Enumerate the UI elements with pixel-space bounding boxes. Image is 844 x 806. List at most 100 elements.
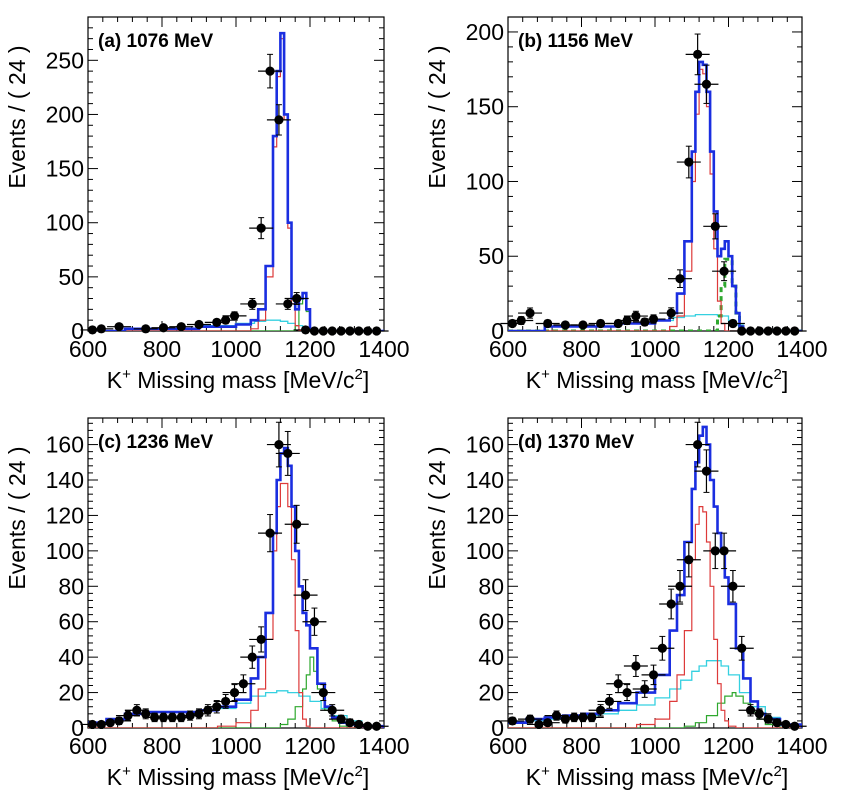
y-tick-label: 20 [478,680,504,706]
y-tick-label: 100 [46,210,84,236]
y-tick-label: 150 [46,156,84,182]
curve-total [508,425,802,728]
x-tick-label: 1200 [284,336,335,362]
data-point [203,705,213,715]
data-point [534,719,544,730]
axis-title-part: ] [363,764,369,790]
x-axis-title: K+ Missing mass [MeV/c2] [526,366,789,393]
x-axis-title: K+ Missing mass [MeV/c2] [526,763,789,790]
data-point [516,315,526,326]
data-point [790,326,800,336]
y-tick-label: 60 [478,609,504,635]
data-point [141,324,151,334]
data-point [96,324,106,334]
panel-title: (a) 1076 MeV [98,31,213,52]
x-tick-label: 800 [562,336,600,362]
x-tick-label: 600 [69,336,107,362]
data-point [256,634,266,645]
data-point [701,466,712,476]
data-point [622,687,632,698]
axis-title-superscript: 2 [355,763,363,780]
x-tick-label: 1400 [358,733,409,759]
y-tick-label: 50 [58,264,84,290]
data-point [105,718,115,728]
chart-panel-2: 600 800 1000 1200 1400 0 50 100 150 200 (b) 1156 M… [424,16,828,393]
y-tick-label: 140 [466,467,504,493]
plot-frame [87,16,385,332]
data-point [292,293,302,304]
chart-panel-4: 600 800 1000 1200 1400 0 20 40 60 80 100 120 140 160 (… [424,417,828,790]
axis-title-part: Missing mass [MeV/c [550,764,774,790]
data-point [560,320,570,330]
x-tick-label: 600 [489,733,527,759]
data-point [309,617,320,627]
data-point [212,317,222,327]
x-tick-label: 1400 [776,733,827,759]
data-point [631,661,641,671]
x-tick-label: 1200 [703,336,754,362]
data-point [763,714,773,724]
curve-total [88,31,384,331]
y-tick-label: 80 [58,573,84,599]
y-tick-label: 160 [466,432,504,458]
curves [88,446,384,728]
data-point [693,439,703,450]
data-point [728,318,738,329]
data-point [675,581,685,591]
data-point [728,581,738,591]
data-point [221,315,231,325]
y-tick-label: 20 [58,680,84,706]
data-point [327,705,337,715]
y-tick-label: 120 [46,502,84,528]
data-point [613,679,623,689]
axis-title-part: ] [782,764,788,790]
data-point [507,318,518,329]
data-point [701,79,712,89]
curve-total [88,446,384,728]
data-point [772,718,782,728]
data-point [719,266,729,276]
y-tick-label: 40 [478,644,504,670]
data-point [185,711,195,721]
data-point [640,317,650,327]
curves [508,425,802,728]
x-axis-title: K+ Missing mass [MeV/c2] [107,763,370,790]
data-point [194,709,204,719]
y-axis-title: Events / ( 24 ) [424,446,450,589]
data-point [238,679,248,689]
data-point [256,223,266,233]
data-point [754,709,764,719]
panel-title: (b) 1156 MeV [518,31,633,52]
x-axis-title: K+ Missing mass [MeV/c2] [107,366,370,393]
data-point [300,590,311,600]
data-point [666,308,676,318]
x-tick-label: 800 [143,336,181,362]
data-point [693,49,703,59]
data-point [265,528,275,538]
data-point [684,157,694,167]
data-point [507,716,518,726]
data-point [551,711,562,721]
data-point [229,311,240,321]
data-point [221,696,231,707]
y-tick-label: 0 [71,318,84,344]
data-point [648,314,659,324]
axis-title-superscript: 2 [774,366,782,383]
data-point [141,709,151,719]
data-point [596,705,606,715]
curve-lambda [88,482,384,728]
axis-title-superscript: + [541,366,550,383]
x-tick-label: 1000 [629,336,680,362]
y-tick-label: 150 [466,94,504,120]
axis-title-superscript: + [122,366,131,383]
y-tick-label: 0 [491,318,504,344]
data-point [578,320,588,330]
axis-title-part: Missing mass [MeV/c [550,367,774,393]
data-point [790,721,800,731]
data-point [87,325,98,335]
y-tick-label: 100 [46,538,84,564]
y-tick-label: 80 [478,573,504,599]
data-point [283,448,293,459]
data-point [666,599,676,609]
data-point [354,719,364,730]
